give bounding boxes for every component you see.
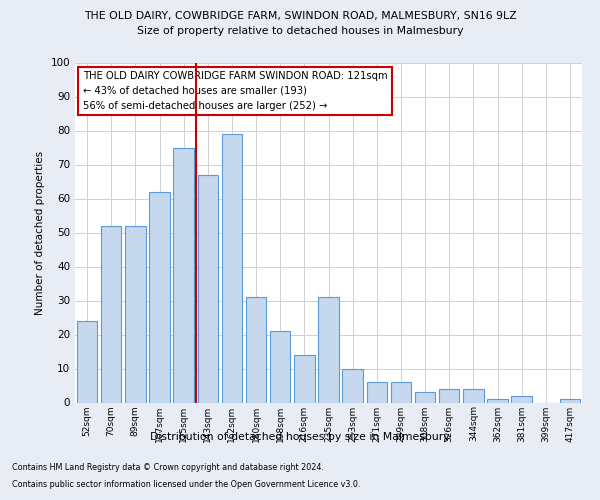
Bar	[270, 331, 290, 402]
Text: Size of property relative to detached houses in Malmesbury: Size of property relative to detached ho…	[137, 26, 463, 36]
Bar	[560, 399, 580, 402]
Text: Contains public sector information licensed under the Open Government Licence v3: Contains public sector information licen…	[12, 480, 361, 489]
Text: Distribution of detached houses by size in Malmesbury: Distribution of detached houses by size …	[150, 432, 450, 442]
Bar	[511, 396, 532, 402]
Bar	[391, 382, 411, 402]
Bar	[318, 297, 339, 403]
Bar	[149, 192, 170, 402]
Text: THE OLD DAIRY COWBRIDGE FARM SWINDON ROAD: 121sqm
← 43% of detached houses are s: THE OLD DAIRY COWBRIDGE FARM SWINDON ROA…	[83, 71, 387, 110]
Bar	[101, 226, 121, 402]
Bar	[221, 134, 242, 402]
Bar	[487, 399, 508, 402]
Text: THE OLD DAIRY, COWBRIDGE FARM, SWINDON ROAD, MALMESBURY, SN16 9LZ: THE OLD DAIRY, COWBRIDGE FARM, SWINDON R…	[83, 11, 517, 21]
Bar	[197, 174, 218, 402]
Bar	[463, 389, 484, 402]
Bar	[294, 355, 314, 403]
Bar	[125, 226, 146, 402]
Text: Contains HM Land Registry data © Crown copyright and database right 2024.: Contains HM Land Registry data © Crown c…	[12, 464, 324, 472]
Bar	[415, 392, 436, 402]
Y-axis label: Number of detached properties: Number of detached properties	[35, 150, 45, 314]
Bar	[246, 297, 266, 403]
Bar	[77, 321, 97, 402]
Bar	[343, 368, 363, 402]
Bar	[173, 148, 194, 402]
Bar	[367, 382, 387, 402]
Bar	[439, 389, 460, 402]
